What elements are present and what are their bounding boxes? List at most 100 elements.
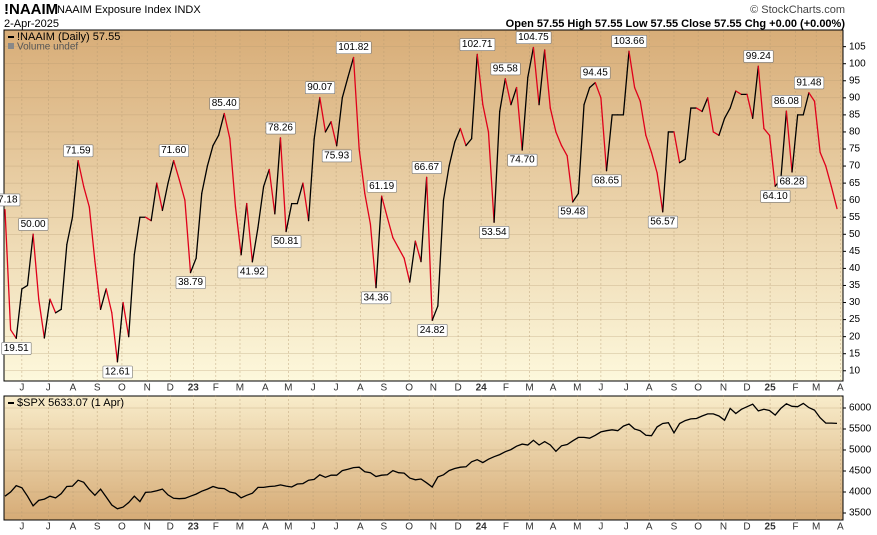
line-segment xyxy=(274,137,282,215)
line-segment xyxy=(313,96,321,140)
value-label-box xyxy=(611,35,648,48)
x-tick-label: A xyxy=(837,522,844,533)
value-label: 78.26 xyxy=(265,121,296,135)
value-label: 12.61 xyxy=(102,365,133,379)
line-segment xyxy=(172,159,180,181)
x-tick-label: M xyxy=(812,522,820,533)
line-segment xyxy=(403,257,411,283)
y-tick-label: 6000 xyxy=(849,403,872,414)
x-tick-label: A xyxy=(70,522,77,533)
y-tick-label: 4500 xyxy=(849,466,872,477)
line-segment xyxy=(178,179,186,201)
value-label: 66.67 xyxy=(411,161,442,174)
line-segment xyxy=(347,56,355,79)
x-tick-label: O xyxy=(405,522,413,533)
line-segment xyxy=(780,110,788,181)
value-label-text: 24.82 xyxy=(420,325,445,336)
y-tick-label: 25 xyxy=(849,314,861,325)
line-segment xyxy=(99,288,107,311)
credit: © StockCharts.com xyxy=(750,4,845,16)
line-segment xyxy=(116,301,124,363)
x-tick-label: F xyxy=(792,522,798,533)
line-segment xyxy=(32,233,40,300)
y-tick-label: 30 xyxy=(849,297,861,308)
line-segment xyxy=(746,93,754,119)
x-tick-label: N xyxy=(720,522,727,533)
line-segment xyxy=(26,233,34,287)
line-segment xyxy=(341,76,349,99)
value-label-box xyxy=(771,95,802,108)
value-label-text: 90.07 xyxy=(307,82,332,93)
y-tick-label: 95 xyxy=(849,75,861,86)
x-tick-label: S xyxy=(671,383,678,394)
x-tick-label: D xyxy=(454,383,461,394)
line-segment xyxy=(386,216,394,239)
value-label: 34.36 xyxy=(361,291,392,305)
line-segment xyxy=(583,86,591,106)
line-segment xyxy=(324,121,332,133)
x-tick-label: J xyxy=(46,522,51,533)
line-segment xyxy=(588,81,596,89)
line-segment xyxy=(808,92,816,102)
value-label-text: 74.70 xyxy=(510,155,535,166)
value-label: 68.28 xyxy=(777,175,808,189)
x-tick-label: O xyxy=(694,522,702,533)
line-segment xyxy=(825,165,833,188)
line-segment xyxy=(605,114,613,172)
value-label: 68.65 xyxy=(591,174,622,188)
value-label-text: 75.93 xyxy=(324,150,349,161)
line-segment xyxy=(161,182,169,212)
x-tick-label: D xyxy=(454,522,461,533)
value-label-box xyxy=(490,62,521,76)
line-segment xyxy=(9,329,17,339)
line-segment xyxy=(729,90,737,109)
line-segment xyxy=(122,301,130,338)
value-label: 86.08 xyxy=(771,95,802,108)
line-segment xyxy=(319,96,327,133)
value-label: 91.48 xyxy=(794,76,825,90)
line-segment xyxy=(515,86,523,151)
line-segment xyxy=(707,97,714,133)
x-tick-label: N xyxy=(430,383,437,394)
value-label-box xyxy=(209,97,240,110)
line-segment xyxy=(695,107,703,113)
line-segment xyxy=(493,110,501,223)
line-segment xyxy=(246,202,254,263)
x-tick-label: 23 xyxy=(188,383,200,394)
value-label-text: 85.40 xyxy=(212,98,237,109)
value-label-box xyxy=(361,291,392,305)
line-segment xyxy=(94,260,102,311)
line-segment xyxy=(577,103,585,195)
x-tick-label: A xyxy=(70,383,77,394)
line-segment xyxy=(409,240,417,283)
line-segment xyxy=(785,110,793,173)
value-label: 85.40 xyxy=(209,97,240,110)
x-tick-label: A xyxy=(550,383,557,394)
line-segment xyxy=(54,308,62,314)
line-segment xyxy=(437,199,445,307)
line-segment xyxy=(532,46,540,106)
value-label-box xyxy=(417,324,448,337)
x-tick-label: N xyxy=(144,522,151,533)
x-tick-label: A xyxy=(646,383,653,394)
line-segment xyxy=(431,305,439,321)
line-segment xyxy=(662,131,670,213)
line-segment xyxy=(375,195,383,289)
value-label: 95.58 xyxy=(490,62,521,76)
value-label-text: 53.54 xyxy=(482,227,507,238)
value-label-box xyxy=(507,153,538,167)
x-tick-label: A xyxy=(357,522,364,533)
line-segment xyxy=(600,97,608,172)
x-tick-label: J xyxy=(311,522,316,533)
value-label-box xyxy=(102,365,133,379)
x-tick-label: 23 xyxy=(188,522,200,533)
x-tick-label: O xyxy=(118,383,126,394)
x-tick-label: F xyxy=(213,383,219,394)
legend-entry: !NAAIM (Daily) 57.55 xyxy=(17,31,120,43)
line-segment xyxy=(111,312,119,363)
value-label-text: 95.58 xyxy=(493,63,518,74)
value-label-text: 99.24 xyxy=(746,51,771,62)
line-segment xyxy=(369,223,377,289)
x-tick-label: D xyxy=(743,522,750,533)
x-tick-label: J xyxy=(311,383,316,394)
